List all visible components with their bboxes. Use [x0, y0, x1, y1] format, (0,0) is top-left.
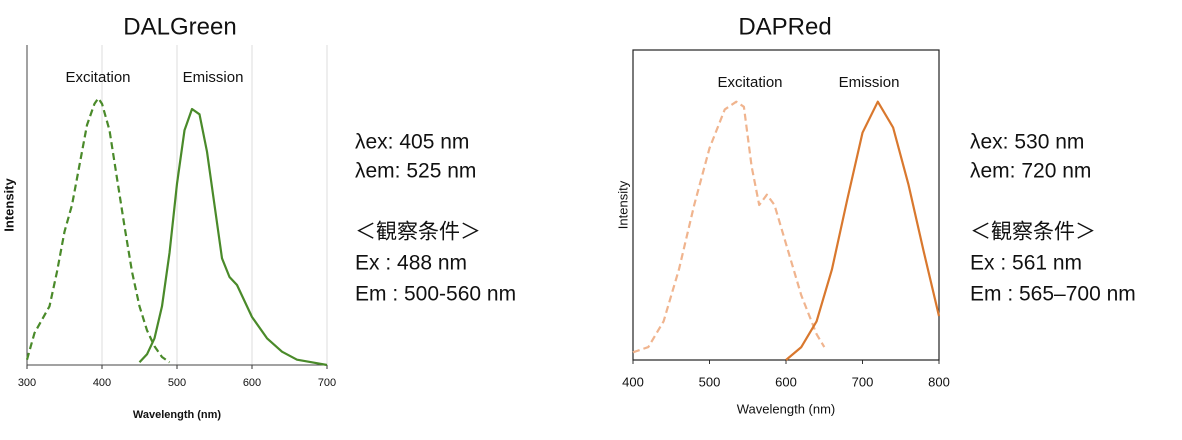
y-axis-label: Intensity — [1, 178, 16, 232]
annotation: Ex : 488 nm — [355, 252, 467, 275]
annotation: λex: 530 nm — [970, 131, 1084, 154]
chart-title: DALGreen — [123, 13, 236, 40]
annotation: Em : 500-560 nm — [355, 283, 516, 306]
x-axis-label: Wavelength (nm) — [737, 401, 836, 416]
x-tick-label: 400 — [93, 377, 111, 389]
annotation: Em : 565–700 nm — [970, 283, 1136, 306]
series-label: Excitation — [717, 74, 782, 91]
spectrum-line — [25, 97, 171, 364]
x-tick-label: 700 — [852, 374, 874, 389]
annotation: ＜観察条件＞ — [355, 221, 481, 244]
spectrum-line — [138, 107, 328, 367]
x-tick-label: 800 — [928, 374, 950, 389]
spectrum-line — [632, 100, 826, 354]
plot-frame — [632, 49, 940, 361]
annotation: λem: 720 nm — [970, 160, 1091, 183]
y-axis-label: Intensity — [615, 180, 630, 229]
x-tick-label: 500 — [699, 374, 721, 389]
chart-title: DAPRed — [738, 13, 831, 40]
series-label: Emission — [839, 74, 900, 91]
series-label: Emission — [183, 69, 244, 86]
annotation: λem: 525 nm — [355, 160, 476, 183]
spectrum-line — [785, 100, 941, 361]
annotation: Ex : 561 nm — [970, 252, 1082, 275]
x-tick-label: 600 — [775, 374, 797, 389]
x-tick-label: 700 — [318, 377, 336, 389]
x-tick-label: 300 — [18, 377, 36, 389]
x-tick-label: 500 — [168, 377, 186, 389]
x-axis-label: Wavelength (nm) — [133, 409, 222, 421]
x-tick-label: 600 — [243, 377, 261, 389]
annotation: λex: 405 nm — [355, 131, 469, 154]
x-tick-label: 400 — [622, 374, 644, 389]
annotation: ＜観察条件＞ — [970, 221, 1096, 244]
series-label: Excitation — [65, 69, 130, 86]
